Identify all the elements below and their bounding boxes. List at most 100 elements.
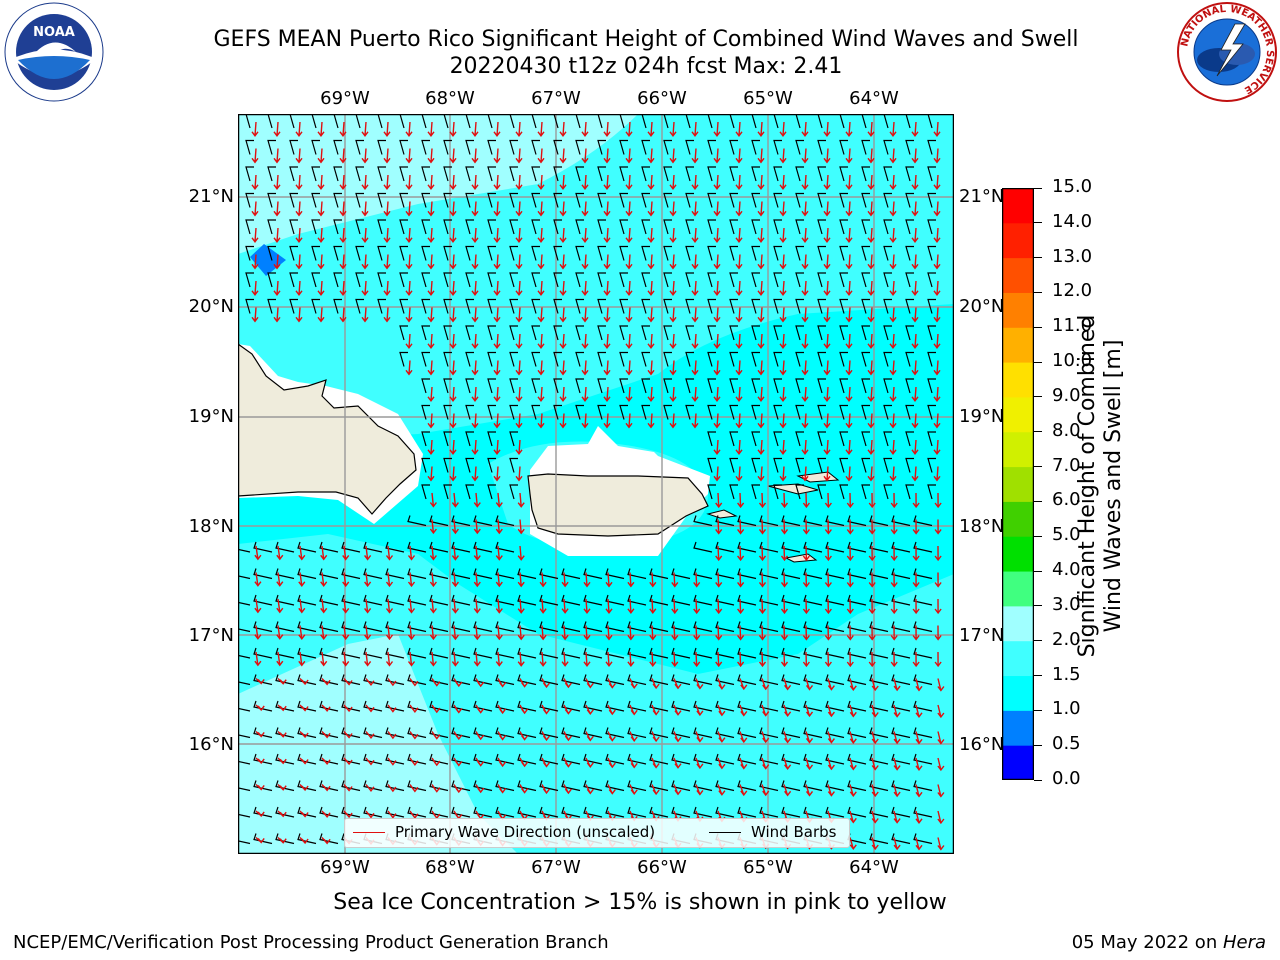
wind-barb — [685, 404, 694, 420]
wind-barb — [751, 219, 760, 235]
wave-arrow — [383, 254, 391, 270]
colorbar-tick-mark — [1034, 535, 1042, 537]
wave-arrow — [735, 227, 743, 243]
island-hispaniola — [237, 342, 417, 515]
wind-barb — [275, 568, 295, 580]
wind-barb — [319, 753, 339, 765]
wind-barb — [825, 594, 845, 606]
wave-arrow — [537, 386, 545, 402]
wave-arrow — [691, 148, 699, 164]
wind-barb — [729, 139, 738, 155]
wind-barb — [927, 431, 936, 447]
wind-barb — [539, 753, 559, 765]
wind-barb — [685, 245, 694, 261]
wave-arrow — [757, 121, 765, 137]
wave-arrow — [603, 201, 611, 217]
wave-arrow — [849, 704, 857, 718]
wind-barb — [473, 700, 493, 712]
wind-barb — [451, 700, 471, 712]
wave-arrow — [757, 413, 765, 429]
wave-arrow — [757, 227, 765, 243]
wave-arrow — [493, 413, 501, 429]
wave-arrow — [625, 201, 633, 217]
wave-arrow — [515, 439, 523, 455]
wind-barb — [495, 541, 515, 553]
wind-barb — [539, 647, 559, 659]
wave-arrow — [339, 174, 347, 190]
wind-barb — [825, 568, 845, 580]
wave-arrow — [845, 333, 853, 349]
wind-barb — [363, 594, 383, 606]
wind-barb — [531, 139, 540, 155]
colorbar-tick-mark — [1034, 500, 1042, 502]
colorbar-segment — [1002, 640, 1034, 677]
wind-barb — [407, 753, 427, 765]
wave-arrow — [827, 731, 835, 744]
wind-barb — [377, 272, 386, 288]
wind-barb — [751, 484, 760, 500]
wind-barb — [473, 674, 493, 686]
wave-arrow — [647, 254, 655, 270]
nws-logo: NATIONAL WEATHER SERVICE — [1177, 2, 1277, 102]
wave-arrow — [471, 413, 479, 429]
wave-arrow — [823, 439, 831, 455]
wind-barb — [751, 325, 760, 341]
wind-barb — [839, 325, 848, 341]
wave-arrow — [691, 201, 699, 217]
wind-barb — [597, 298, 606, 314]
wind-barb — [817, 351, 826, 367]
wave-arrow — [669, 148, 677, 164]
map-panel — [231, 113, 955, 855]
wind-barb — [443, 298, 452, 314]
wave-arrow — [254, 545, 262, 561]
wave-arrow — [471, 254, 479, 270]
wave-arrow — [867, 121, 875, 137]
wind-barb — [421, 378, 430, 394]
wave-arrow — [339, 201, 347, 217]
wind-barb — [297, 780, 317, 792]
wind-barb — [751, 272, 760, 288]
wave-arrow — [889, 333, 897, 349]
wave-arrow — [934, 625, 942, 641]
wave-arrow — [449, 360, 457, 376]
wave-arrow — [647, 280, 655, 296]
wind-barb — [509, 378, 518, 394]
wave-arrow — [893, 704, 901, 718]
wind-barb — [517, 674, 537, 686]
wave-arrow — [583, 598, 591, 614]
wave-arrow — [407, 598, 416, 614]
wind-barb — [605, 594, 625, 606]
wind-barb — [803, 594, 823, 606]
colorbar-tick-mark — [1034, 640, 1042, 642]
wave-arrow — [603, 174, 611, 190]
wind-barb — [363, 727, 383, 739]
wave-arrow — [780, 492, 789, 509]
wind-barb — [707, 245, 716, 261]
wave-arrow — [407, 625, 416, 641]
wind-barb — [729, 272, 738, 288]
wave-arrow — [912, 545, 920, 562]
wave-arrow — [629, 731, 638, 742]
wind-barb — [421, 325, 430, 341]
wave-arrow — [805, 757, 814, 771]
wave-arrow — [823, 413, 831, 429]
wave-arrow — [912, 598, 920, 615]
wind-barb — [839, 351, 848, 367]
colorbar-tick-label: 3.0 — [1052, 593, 1081, 615]
wind-barb — [385, 753, 405, 765]
wind-barb — [847, 753, 867, 765]
wind-barb — [927, 219, 936, 235]
colorbar-gradient — [1001, 187, 1035, 781]
wind-barb — [487, 325, 496, 341]
wind-barb — [605, 727, 625, 739]
wave-arrow — [757, 280, 765, 296]
wave-arrow — [607, 757, 616, 769]
wave-arrow — [937, 731, 945, 745]
wave-arrow — [449, 201, 457, 217]
wind-barb — [913, 674, 933, 686]
wave-arrow — [475, 731, 485, 741]
wind-barb — [649, 727, 669, 739]
wind-barb — [597, 139, 606, 155]
wind-barb — [553, 298, 562, 314]
wind-barb — [363, 621, 383, 633]
